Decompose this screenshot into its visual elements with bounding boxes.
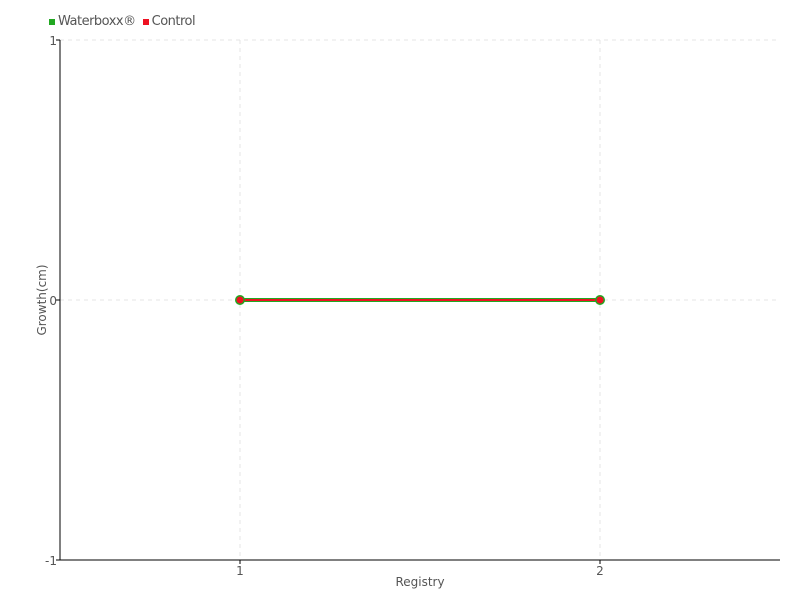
legend-swatch xyxy=(142,18,149,25)
x-tick-label: 1 xyxy=(236,564,244,578)
y-tick-label: 1 xyxy=(49,34,57,48)
data-point-1 xyxy=(596,296,604,304)
legend-item-waterboxx[interactable]: Waterboxx® xyxy=(49,14,136,29)
y-tick-label: 0 xyxy=(49,294,57,308)
legend-swatch xyxy=(49,18,55,25)
legend: Waterboxx® Control xyxy=(49,14,196,29)
y-tick-label: -1 xyxy=(45,554,57,568)
x-axis-label: Registry xyxy=(395,575,444,589)
x-tick-label: 2 xyxy=(596,564,604,578)
legend-label: Waterboxx® xyxy=(58,14,136,29)
legend-item-control[interactable]: Control xyxy=(142,14,196,29)
legend-label: Control xyxy=(151,14,196,29)
y-axis-label: Growth(cm) xyxy=(35,264,49,335)
data-point-1 xyxy=(236,296,244,304)
